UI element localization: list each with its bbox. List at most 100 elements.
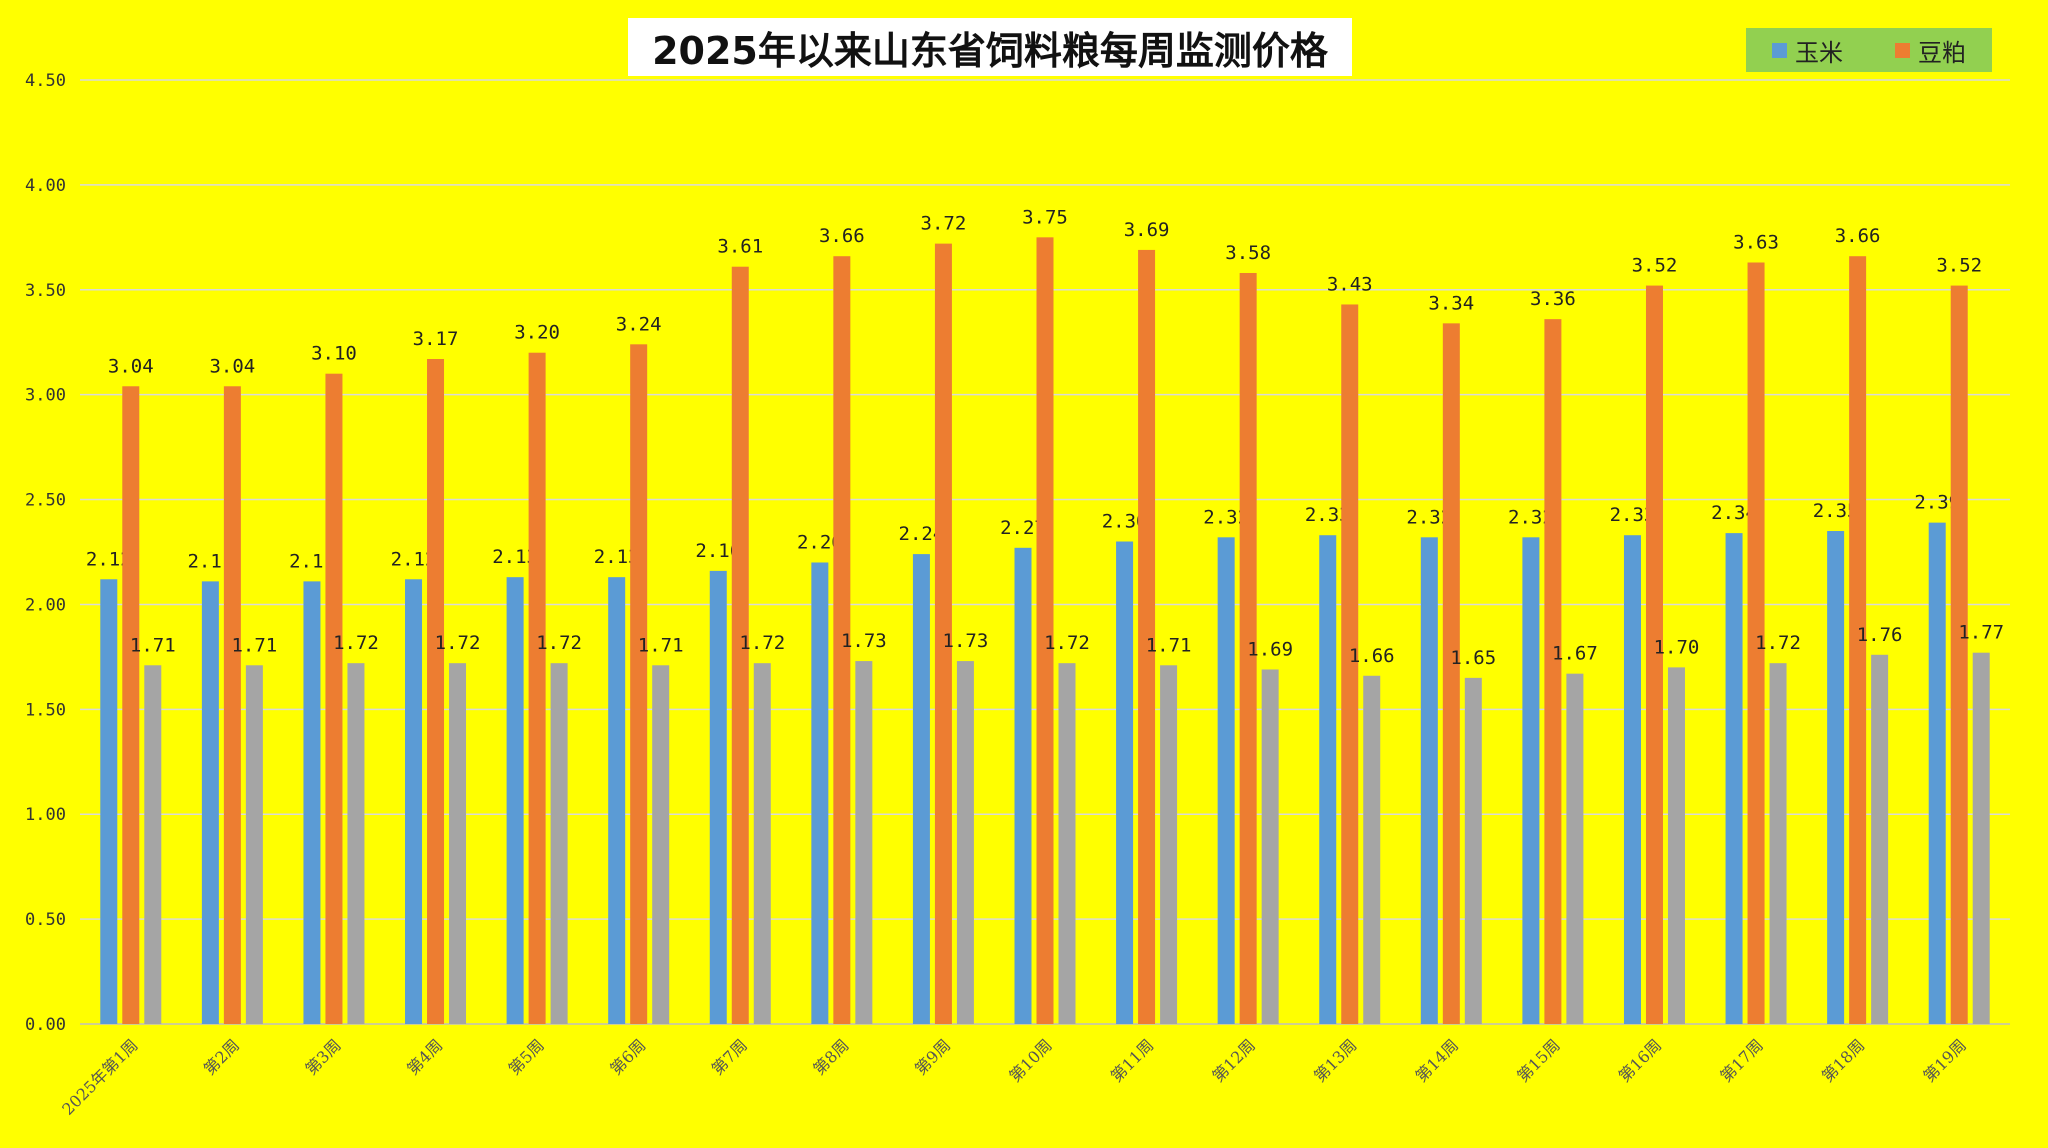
category-label: 第19周 — [1920, 1035, 1970, 1085]
bar-corn — [506, 577, 524, 1024]
y-tick-label: 3.00 — [25, 386, 66, 406]
legend-label-soymeal: 豆粕 — [1918, 38, 1966, 67]
data-label-soymeal: 3.69 — [1124, 219, 1170, 241]
bar-soymeal — [122, 386, 140, 1025]
category-label: 第8周 — [809, 1035, 852, 1078]
category-label: 2025年第1周 — [58, 1035, 141, 1118]
category-label: 第3周 — [302, 1035, 345, 1078]
bar-third — [652, 665, 670, 1024]
data-label-soymeal: 3.43 — [1327, 273, 1373, 295]
data-label-third: 1.71 — [130, 634, 176, 656]
data-label-soymeal: 3.63 — [1733, 232, 1779, 254]
bar-soymeal — [325, 373, 343, 1024]
bar-third — [1769, 663, 1787, 1024]
legend-label-corn: 玉米 — [1795, 38, 1843, 67]
bar-soymeal — [1341, 304, 1359, 1024]
y-tick-label: 4.00 — [25, 176, 66, 196]
bar-third — [245, 665, 263, 1024]
legend: 玉米 豆粕 — [1746, 28, 1992, 72]
data-label-soymeal: 3.24 — [616, 313, 662, 335]
data-label-corn: 2.11 — [289, 550, 335, 572]
data-label-soymeal: 3.36 — [1530, 288, 1576, 310]
bar-soymeal — [427, 359, 445, 1024]
chart-title-box: 2025年以来山东省饲料粮每周监测价格 — [628, 18, 1352, 76]
legend-item-soymeal: 豆粕 — [1895, 33, 1966, 68]
data-label-soymeal: 3.10 — [311, 343, 357, 365]
bar-third — [753, 663, 771, 1024]
data-label-third: 1.72 — [435, 632, 481, 654]
category-label: 第12周 — [1209, 1035, 1259, 1085]
bar-soymeal — [1036, 237, 1054, 1025]
data-label-third: 1.73 — [841, 630, 887, 652]
chart-title: 2025年以来山东省饲料粮每周监测价格 — [652, 28, 1328, 73]
bar-third — [855, 661, 873, 1024]
bar-third — [347, 663, 365, 1024]
data-label-corn: 2.27 — [1000, 517, 1046, 539]
data-label-third: 1.69 — [1247, 638, 1293, 660]
bar-corn — [1420, 537, 1438, 1024]
data-label-soymeal: 3.66 — [1835, 225, 1881, 247]
data-label-third: 1.77 — [1958, 622, 2004, 644]
bar-third — [1667, 667, 1685, 1024]
bar-third — [1566, 673, 1584, 1024]
bar-third — [144, 665, 162, 1024]
bar-third — [1871, 654, 1889, 1024]
data-label-corn: 2.32 — [1203, 506, 1249, 528]
legend-item-corn: 玉米 — [1772, 33, 1843, 68]
data-label-corn: 2.12 — [86, 548, 132, 570]
category-label: 第10周 — [1005, 1035, 1055, 1085]
data-label-soymeal: 3.20 — [514, 322, 560, 344]
bar-third — [550, 663, 568, 1024]
data-label-corn: 2.13 — [594, 546, 640, 568]
data-label-soymeal: 3.66 — [819, 225, 865, 247]
y-tick-label: 4.50 — [25, 71, 66, 91]
bar-soymeal — [1442, 323, 1460, 1024]
data-label-soymeal: 3.34 — [1428, 292, 1474, 314]
category-label: 第17周 — [1716, 1035, 1766, 1085]
data-label-soymeal: 3.61 — [717, 236, 763, 258]
data-label-third: 1.72 — [1044, 632, 1090, 654]
data-label-corn: 2.32 — [1406, 506, 1452, 528]
data-label-soymeal: 3.58 — [1225, 242, 1271, 264]
data-label-third: 1.65 — [1450, 647, 1496, 669]
category-label: 第11周 — [1107, 1035, 1157, 1085]
bar-third — [449, 663, 467, 1024]
bar-soymeal — [833, 256, 851, 1024]
bar-corn — [709, 570, 727, 1024]
bar-corn — [1116, 541, 1134, 1024]
data-label-third: 1.71 — [231, 634, 277, 656]
data-label-soymeal: 3.04 — [209, 355, 255, 377]
data-label-third: 1.72 — [1755, 632, 1801, 654]
bar-corn — [608, 577, 626, 1024]
bar-soymeal — [1950, 285, 1968, 1024]
data-label-soymeal: 3.52 — [1936, 255, 1982, 277]
category-label: 第2周 — [200, 1035, 243, 1078]
data-label-corn: 2.16 — [695, 540, 741, 562]
category-label: 第6周 — [606, 1035, 649, 1078]
category-label: 第15周 — [1513, 1035, 1563, 1085]
bar-corn — [201, 581, 219, 1024]
data-label-corn: 2.13 — [492, 546, 538, 568]
bar-corn — [1014, 547, 1032, 1024]
data-label-soymeal: 3.17 — [413, 328, 459, 350]
bar-corn — [1217, 537, 1235, 1024]
data-label-corn: 2.24 — [899, 523, 945, 545]
bar-third — [1972, 652, 1990, 1024]
legend-swatch-soymeal — [1895, 42, 1910, 58]
data-label-soymeal: 3.04 — [108, 355, 154, 377]
bar-soymeal — [1747, 262, 1765, 1024]
data-label-corn: 2.11 — [187, 550, 233, 572]
bar-soymeal — [1645, 285, 1663, 1024]
bar-corn — [1928, 522, 1946, 1024]
category-label: 第7周 — [708, 1035, 751, 1078]
bar-third — [1261, 669, 1279, 1024]
category-label: 第9周 — [911, 1035, 954, 1078]
bar-soymeal — [528, 352, 546, 1024]
bar-soymeal — [934, 243, 952, 1025]
data-label-corn: 2.33 — [1305, 504, 1351, 526]
bar-third — [1058, 663, 1076, 1024]
bar-corn — [405, 579, 423, 1024]
bar-corn — [1827, 531, 1845, 1024]
